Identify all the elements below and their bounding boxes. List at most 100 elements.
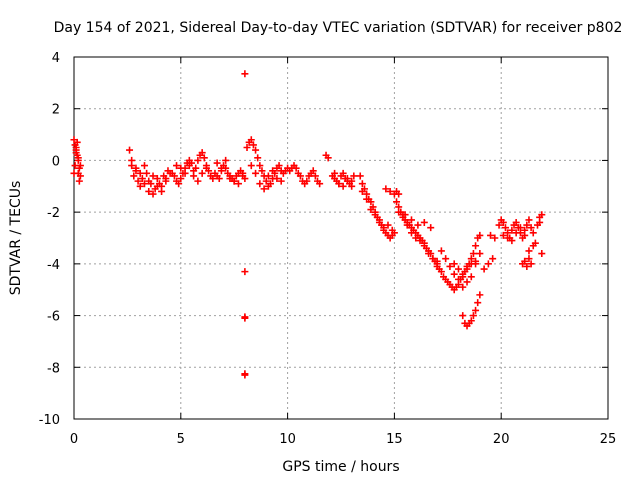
- data-point: [324, 154, 332, 162]
- grid: [74, 57, 608, 419]
- data-point: [230, 177, 238, 185]
- data-point: [252, 146, 260, 154]
- data-point: [130, 172, 138, 180]
- data-point: [241, 371, 249, 379]
- data-point: [269, 167, 277, 175]
- data-point: [149, 190, 157, 198]
- x-tick-label: 5: [177, 432, 185, 447]
- y-tick-label: -10: [39, 413, 60, 428]
- data-point: [277, 177, 285, 185]
- data-point: [181, 169, 189, 177]
- data-point: [241, 175, 249, 183]
- data-point: [292, 164, 300, 172]
- data-point: [484, 260, 492, 268]
- data-point: [529, 242, 537, 250]
- plot-frame: [73, 56, 609, 420]
- data-point: [474, 299, 482, 307]
- data-point: [454, 275, 462, 283]
- y-tick-label: 2: [52, 103, 60, 118]
- data-point: [527, 224, 535, 232]
- data-point: [367, 206, 375, 214]
- data-point: [234, 180, 242, 188]
- data-point: [459, 270, 467, 278]
- data-point: [459, 283, 467, 291]
- data-point: [416, 237, 424, 245]
- data-point: [70, 169, 78, 177]
- data-point: [382, 185, 390, 193]
- data-point: [487, 231, 495, 239]
- data-point: [499, 218, 507, 226]
- data-point: [476, 291, 484, 299]
- data-point: [516, 224, 524, 232]
- data-point: [249, 141, 257, 149]
- data-point: [262, 177, 270, 185]
- data-point: [339, 169, 347, 177]
- data-point: [512, 229, 520, 237]
- data-point: [192, 164, 200, 172]
- data-point: [489, 255, 497, 263]
- data-point: [467, 273, 475, 281]
- data-point: [72, 149, 80, 157]
- data-point: [425, 250, 433, 258]
- x-tick-label: 0: [70, 432, 78, 447]
- data-point: [213, 159, 221, 167]
- data-point: [247, 162, 255, 170]
- y-axis-title: SDTVAR / TECUs: [8, 181, 24, 296]
- data-point: [395, 190, 403, 198]
- data-point: [264, 172, 272, 180]
- data-point: [145, 187, 153, 195]
- data-point: [149, 172, 157, 180]
- data-point: [202, 164, 210, 172]
- data-point: [175, 180, 183, 188]
- y-tick-label: -6: [47, 310, 60, 325]
- data-point: [521, 231, 529, 239]
- tick-labels: 0 5 10 15 20 25 -10 -8 -6 -4 -2 0 2 4: [39, 51, 617, 447]
- data-points: [70, 70, 546, 379]
- data-point: [158, 187, 166, 195]
- data-point: [388, 226, 396, 234]
- data-point: [185, 156, 193, 164]
- data-point: [459, 312, 467, 320]
- data-point: [523, 221, 531, 229]
- data-point: [303, 177, 311, 185]
- data-point: [222, 156, 230, 164]
- data-point: [76, 162, 84, 170]
- data-point: [153, 182, 161, 190]
- data-point: [363, 195, 371, 203]
- data-point: [256, 162, 264, 170]
- data-point: [463, 278, 471, 286]
- data-point: [177, 164, 185, 172]
- data-point: [311, 172, 319, 180]
- data-point: [316, 180, 324, 188]
- data-point: [226, 175, 234, 183]
- axis-ticks: [73, 56, 609, 420]
- data-point: [136, 169, 144, 177]
- data-point: [128, 156, 136, 164]
- data-point: [239, 169, 247, 177]
- data-point: [241, 314, 249, 322]
- data-point: [450, 260, 458, 268]
- data-point: [446, 262, 454, 270]
- data-point: [356, 172, 364, 180]
- data-point: [407, 229, 415, 237]
- x-axis-title: GPS time / hours: [282, 459, 399, 475]
- x-tick-label: 25: [600, 432, 617, 447]
- data-point: [339, 182, 347, 190]
- data-point: [177, 175, 185, 183]
- data-point: [384, 221, 392, 229]
- y-tick-label: -2: [47, 206, 60, 221]
- data-point: [331, 169, 339, 177]
- data-point: [140, 180, 148, 188]
- data-point: [529, 229, 537, 237]
- data-point: [252, 169, 260, 177]
- data-point: [335, 180, 343, 188]
- data-point: [527, 260, 535, 268]
- data-point: [472, 257, 480, 265]
- data-point: [467, 260, 475, 268]
- data-point: [420, 218, 428, 226]
- data-point: [437, 268, 445, 276]
- data-point: [194, 156, 202, 164]
- data-point: [243, 144, 251, 151]
- data-point: [132, 167, 140, 175]
- data-point: [260, 185, 268, 193]
